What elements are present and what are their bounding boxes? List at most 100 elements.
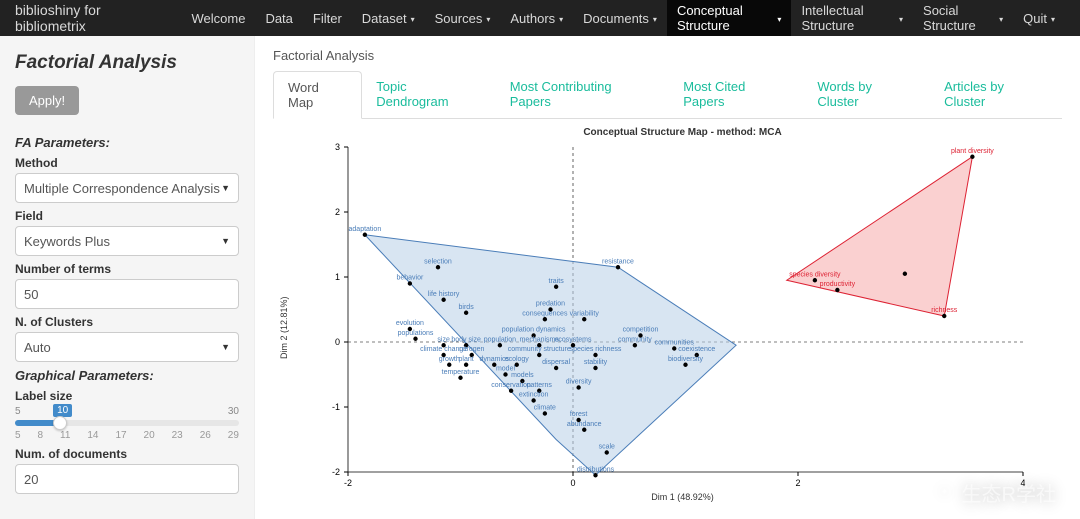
svg-text:richness: richness — [931, 307, 958, 314]
chevron-down-icon: ▼ — [221, 236, 230, 246]
tab[interactable]: Words by Cluster — [803, 71, 930, 118]
svg-text:traits: traits — [549, 278, 565, 285]
numdocs-label: Num. of documents — [15, 447, 239, 461]
tabs: Word MapTopic DendrogramMost Contributin… — [273, 71, 1062, 119]
svg-text:ecology: ecology — [505, 356, 530, 363]
nav-item[interactable]: Authors▾ — [500, 0, 573, 36]
svg-text:evolution: evolution — [396, 320, 424, 327]
chevron-down-icon: ▾ — [1051, 15, 1055, 24]
svg-text:distributions: distributions — [577, 466, 615, 473]
brand: biblioshiny for bibliometrix — [15, 2, 163, 34]
chevron-down-icon: ▾ — [999, 15, 1003, 24]
svg-text:2: 2 — [335, 207, 340, 217]
chevron-down-icon: ▾ — [486, 15, 490, 24]
scatter-chart: -2024-2-10123adaptationselectionbehavior… — [313, 142, 1033, 492]
tab[interactable]: Word Map — [273, 71, 362, 119]
nav-item[interactable]: Data — [255, 0, 302, 36]
nav-item[interactable]: Dataset▾ — [352, 0, 425, 36]
nav-item[interactable]: Sources▾ — [425, 0, 501, 36]
svg-text:conservation: conservation — [491, 382, 531, 389]
svg-text:stability: stability — [584, 359, 608, 366]
svg-text:nitrogen: nitrogen — [459, 346, 484, 353]
labelsize-slider[interactable]: 530 10 5811141720232629 — [15, 406, 239, 441]
svg-text:forest: forest — [570, 411, 588, 418]
nclusters-label: N. of Clusters — [15, 315, 239, 329]
tab[interactable]: Topic Dendrogram — [362, 71, 495, 118]
field-label: Field — [15, 209, 239, 223]
nav-item[interactable]: Welcome — [181, 0, 255, 36]
slider-knob[interactable] — [53, 416, 67, 430]
svg-text:climate: climate — [534, 405, 556, 412]
tab[interactable]: Articles by Cluster — [930, 71, 1062, 118]
chevron-down-icon: ▾ — [777, 15, 781, 24]
chevron-down-icon: ▾ — [411, 15, 415, 24]
navbar: biblioshiny for bibliometrix WelcomeData… — [0, 0, 1080, 36]
nav-item[interactable]: Documents▾ — [573, 0, 667, 36]
slider-value-badge: 10 — [53, 404, 72, 417]
nclusters-select[interactable]: Auto▼ — [15, 332, 239, 362]
svg-text:species diversity: species diversity — [789, 271, 841, 278]
svg-text:mechanisms: mechanisms — [520, 336, 560, 343]
nav-item[interactable]: Conceptual Structure▾ — [667, 0, 792, 36]
svg-text:biodiversity: biodiversity — [668, 356, 704, 363]
svg-text:competition: competition — [623, 327, 659, 334]
svg-text:consequences: consequences — [522, 310, 568, 317]
svg-text:-2: -2 — [332, 467, 340, 477]
nav-item[interactable]: Quit▾ — [1013, 0, 1065, 36]
watermark: ✦ 生态R学社 — [934, 478, 1056, 507]
chevron-down-icon: ▾ — [899, 15, 903, 24]
svg-text:coexistence: coexistence — [678, 346, 715, 353]
numdocs-input[interactable]: 20 — [15, 464, 239, 494]
svg-text:population: population — [484, 336, 516, 343]
svg-text:adaptation: adaptation — [349, 226, 382, 233]
svg-text:plant: plant — [459, 356, 474, 363]
apply-button[interactable]: Apply! — [15, 86, 79, 115]
chevron-down-icon: ▼ — [221, 183, 230, 193]
labelsize-label: Label size — [15, 389, 239, 403]
svg-text:models: models — [511, 372, 534, 379]
svg-text:body size: body size — [451, 336, 481, 343]
svg-text:3: 3 — [335, 142, 340, 152]
svg-text:community: community — [618, 336, 652, 343]
svg-text:patterns: patterns — [527, 382, 553, 389]
nterms-label: Number of terms — [15, 262, 239, 276]
svg-text:abundance: abundance — [567, 421, 602, 428]
svg-text:ecosystems: ecosystems — [555, 336, 592, 343]
nav-item[interactable]: Intellectual Structure▾ — [791, 0, 913, 36]
content-title: Factorial Analysis — [273, 48, 1062, 63]
tab[interactable]: Most Contributing Papers — [496, 71, 670, 118]
svg-text:0: 0 — [570, 478, 575, 488]
tab[interactable]: Most Cited Papers — [669, 71, 803, 118]
nav-item[interactable]: Social Structure▾ — [913, 0, 1013, 36]
svg-text:productivity: productivity — [820, 281, 856, 288]
svg-text:-2: -2 — [344, 478, 352, 488]
graph-params-heading: Graphical Parameters: — [15, 368, 239, 383]
svg-text:plant diversity: plant diversity — [951, 148, 994, 155]
svg-text:behavior: behavior — [396, 275, 424, 282]
svg-text:variability: variability — [570, 310, 600, 317]
svg-text:1: 1 — [335, 272, 340, 282]
svg-text:populations: populations — [398, 330, 434, 337]
fa-params-heading: FA Parameters: — [15, 135, 239, 150]
method-select[interactable]: Multiple Correspondence Analysis▼ — [15, 173, 239, 203]
chevron-down-icon: ▾ — [653, 15, 657, 24]
svg-text:2: 2 — [795, 478, 800, 488]
method-label: Method — [15, 156, 239, 170]
field-select[interactable]: Keywords Plus▼ — [15, 226, 239, 256]
svg-text:extinction: extinction — [519, 392, 549, 399]
sidebar: Factorial Analysis Apply! FA Parameters:… — [0, 36, 255, 519]
svg-text:-1: -1 — [332, 402, 340, 412]
svg-text:size: size — [437, 336, 450, 343]
nav-item[interactable]: Filter — [303, 0, 352, 36]
svg-text:birds: birds — [459, 304, 475, 311]
svg-text:species richness: species richness — [570, 346, 622, 353]
svg-text:0: 0 — [335, 337, 340, 347]
chart-title: Conceptual Structure Map - method: MCA — [313, 127, 1052, 138]
svg-text:growth: growth — [439, 356, 460, 363]
svg-text:predation: predation — [536, 301, 565, 308]
svg-text:dispersal: dispersal — [542, 359, 570, 366]
nterms-input[interactable]: 50 — [15, 279, 239, 309]
svg-text:selection: selection — [424, 258, 452, 265]
svg-text:diversity: diversity — [566, 379, 592, 386]
content: Factorial Analysis Word MapTopic Dendrog… — [255, 36, 1080, 519]
